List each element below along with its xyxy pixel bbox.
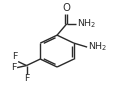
Text: O: O [62, 3, 70, 13]
Text: F: F [24, 74, 29, 83]
Text: NH$_2$: NH$_2$ [88, 41, 107, 53]
Text: F: F [12, 52, 17, 61]
Text: NH$_2$: NH$_2$ [77, 18, 96, 30]
Text: F: F [11, 63, 16, 72]
